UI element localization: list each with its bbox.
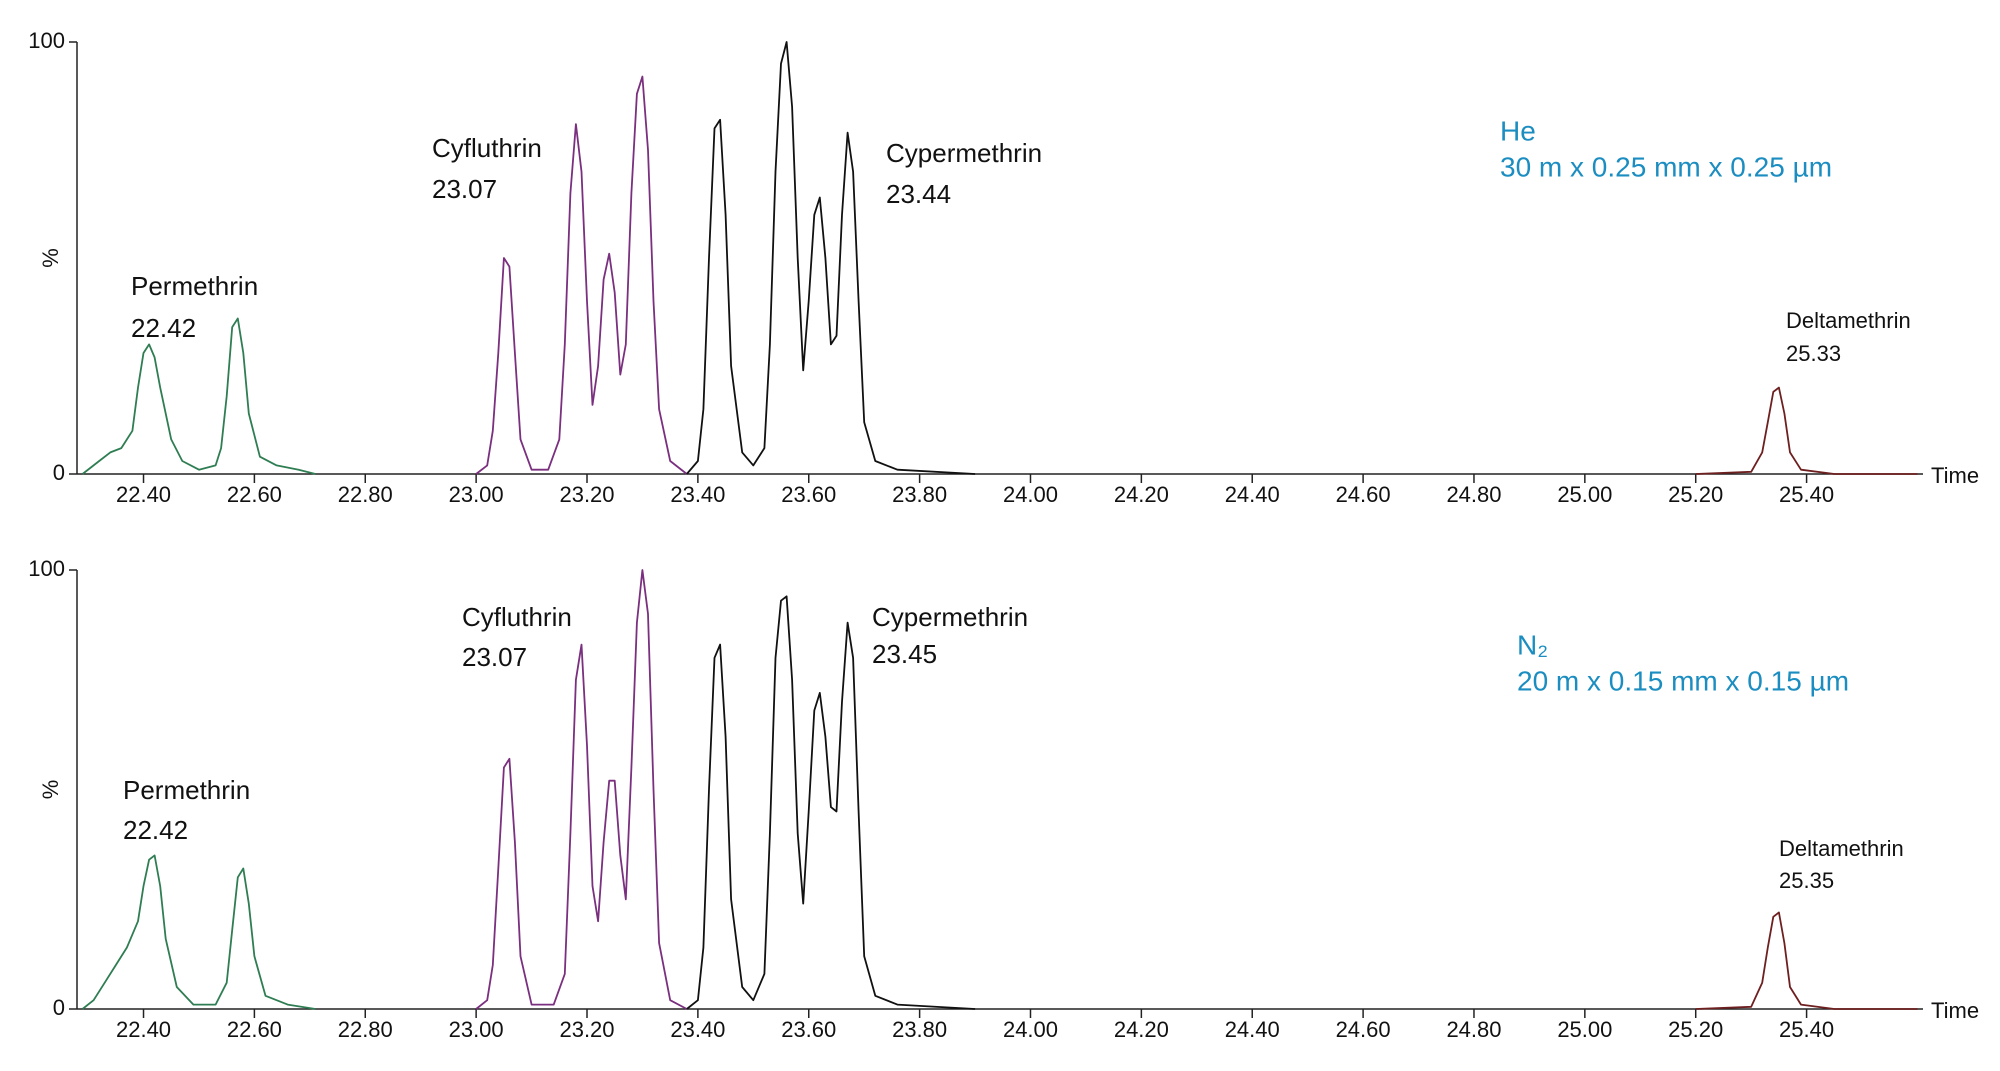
x-tick-label: 24.80	[1446, 482, 1501, 507]
x-tick-label: 23.60	[781, 482, 836, 507]
x-tick-label: 24.00	[1003, 1017, 1058, 1042]
x-tick-label: 22.40	[116, 482, 171, 507]
column-info: 20 m x 0.15 mm x 0.15 µm	[1517, 665, 1849, 696]
peak-label: 25.35	[1779, 868, 1834, 893]
x-tick-label: 25.00	[1557, 1017, 1612, 1042]
x-tick-label: 25.40	[1779, 482, 1834, 507]
peak-label: Permethrin	[131, 271, 258, 301]
y-axis-label: %	[38, 248, 63, 268]
column-info: 30 m x 0.25 mm x 0.25 µm	[1500, 151, 1832, 182]
chromatogram-trace	[81, 317, 316, 475]
x-tick-label: 22.80	[338, 1017, 393, 1042]
x-tick-label: 25.20	[1668, 482, 1723, 507]
x-tick-label: 24.40	[1225, 482, 1280, 507]
column-info: N₂	[1517, 629, 1548, 660]
x-tick-label: 25.40	[1779, 1017, 1834, 1042]
x-tick-label: 25.00	[1557, 482, 1612, 507]
chromatogram-trace	[475, 75, 688, 475]
x-tick-label: 24.60	[1336, 1017, 1391, 1042]
x-tick-label: 23.80	[892, 1017, 947, 1042]
chromatogram-trace	[475, 569, 688, 1010]
y-axis-label: %	[38, 780, 63, 800]
chromatogram-trace	[1695, 911, 1918, 1010]
column-info: He	[1500, 115, 1536, 146]
x-tick-label: 24.20	[1114, 1017, 1169, 1042]
y-tick-label: 0	[53, 995, 65, 1020]
peak-label: 23.44	[886, 179, 951, 209]
x-tick-label: 24.00	[1003, 482, 1058, 507]
x-tick-label: 23.20	[559, 1017, 614, 1042]
peak-label: Deltamethrin	[1779, 836, 1904, 861]
x-tick-label: 23.80	[892, 482, 947, 507]
peak-label: Deltamethrin	[1786, 308, 1911, 333]
chromatogram-trace	[81, 854, 316, 1010]
peak-label: Cyfluthrin	[462, 602, 572, 632]
x-axis-label: Time	[1931, 998, 1979, 1023]
x-tick-label: 22.60	[227, 482, 282, 507]
x-tick-label: 22.40	[116, 1017, 171, 1042]
y-tick-label: 100	[28, 28, 65, 53]
x-tick-label: 22.60	[227, 1017, 282, 1042]
chromatogram-trace	[1695, 386, 1918, 475]
peak-label: 22.42	[123, 815, 188, 845]
peak-label: 23.45	[872, 639, 937, 669]
peak-label: Permethrin	[123, 775, 250, 805]
chromatogram-trace	[686, 41, 976, 475]
x-tick-label: 24.60	[1336, 482, 1391, 507]
x-tick-label: 23.00	[449, 1017, 504, 1042]
y-tick-label: 100	[28, 556, 65, 581]
x-tick-label: 23.40	[670, 1017, 725, 1042]
x-tick-label: 23.60	[781, 1017, 836, 1042]
x-axis-label: Time	[1931, 463, 1979, 488]
peak-label: 23.07	[462, 642, 527, 672]
chromatogram-trace	[686, 595, 976, 1010]
x-tick-label: 22.80	[338, 482, 393, 507]
y-tick-label: 0	[53, 460, 65, 485]
x-tick-label: 23.00	[449, 482, 504, 507]
peak-label: Cyfluthrin	[432, 133, 542, 163]
x-tick-label: 23.40	[670, 482, 725, 507]
x-tick-label: 23.20	[559, 482, 614, 507]
x-tick-label: 24.40	[1225, 1017, 1280, 1042]
peak-label: Cypermethrin	[886, 138, 1042, 168]
x-tick-label: 25.20	[1668, 1017, 1723, 1042]
peak-label: Cypermethrin	[872, 602, 1028, 632]
x-tick-label: 24.20	[1114, 482, 1169, 507]
x-tick-label: 24.80	[1446, 1017, 1501, 1042]
peak-label: 22.42	[131, 313, 196, 343]
peak-label: 25.33	[1786, 341, 1841, 366]
peak-label: 23.07	[432, 174, 497, 204]
